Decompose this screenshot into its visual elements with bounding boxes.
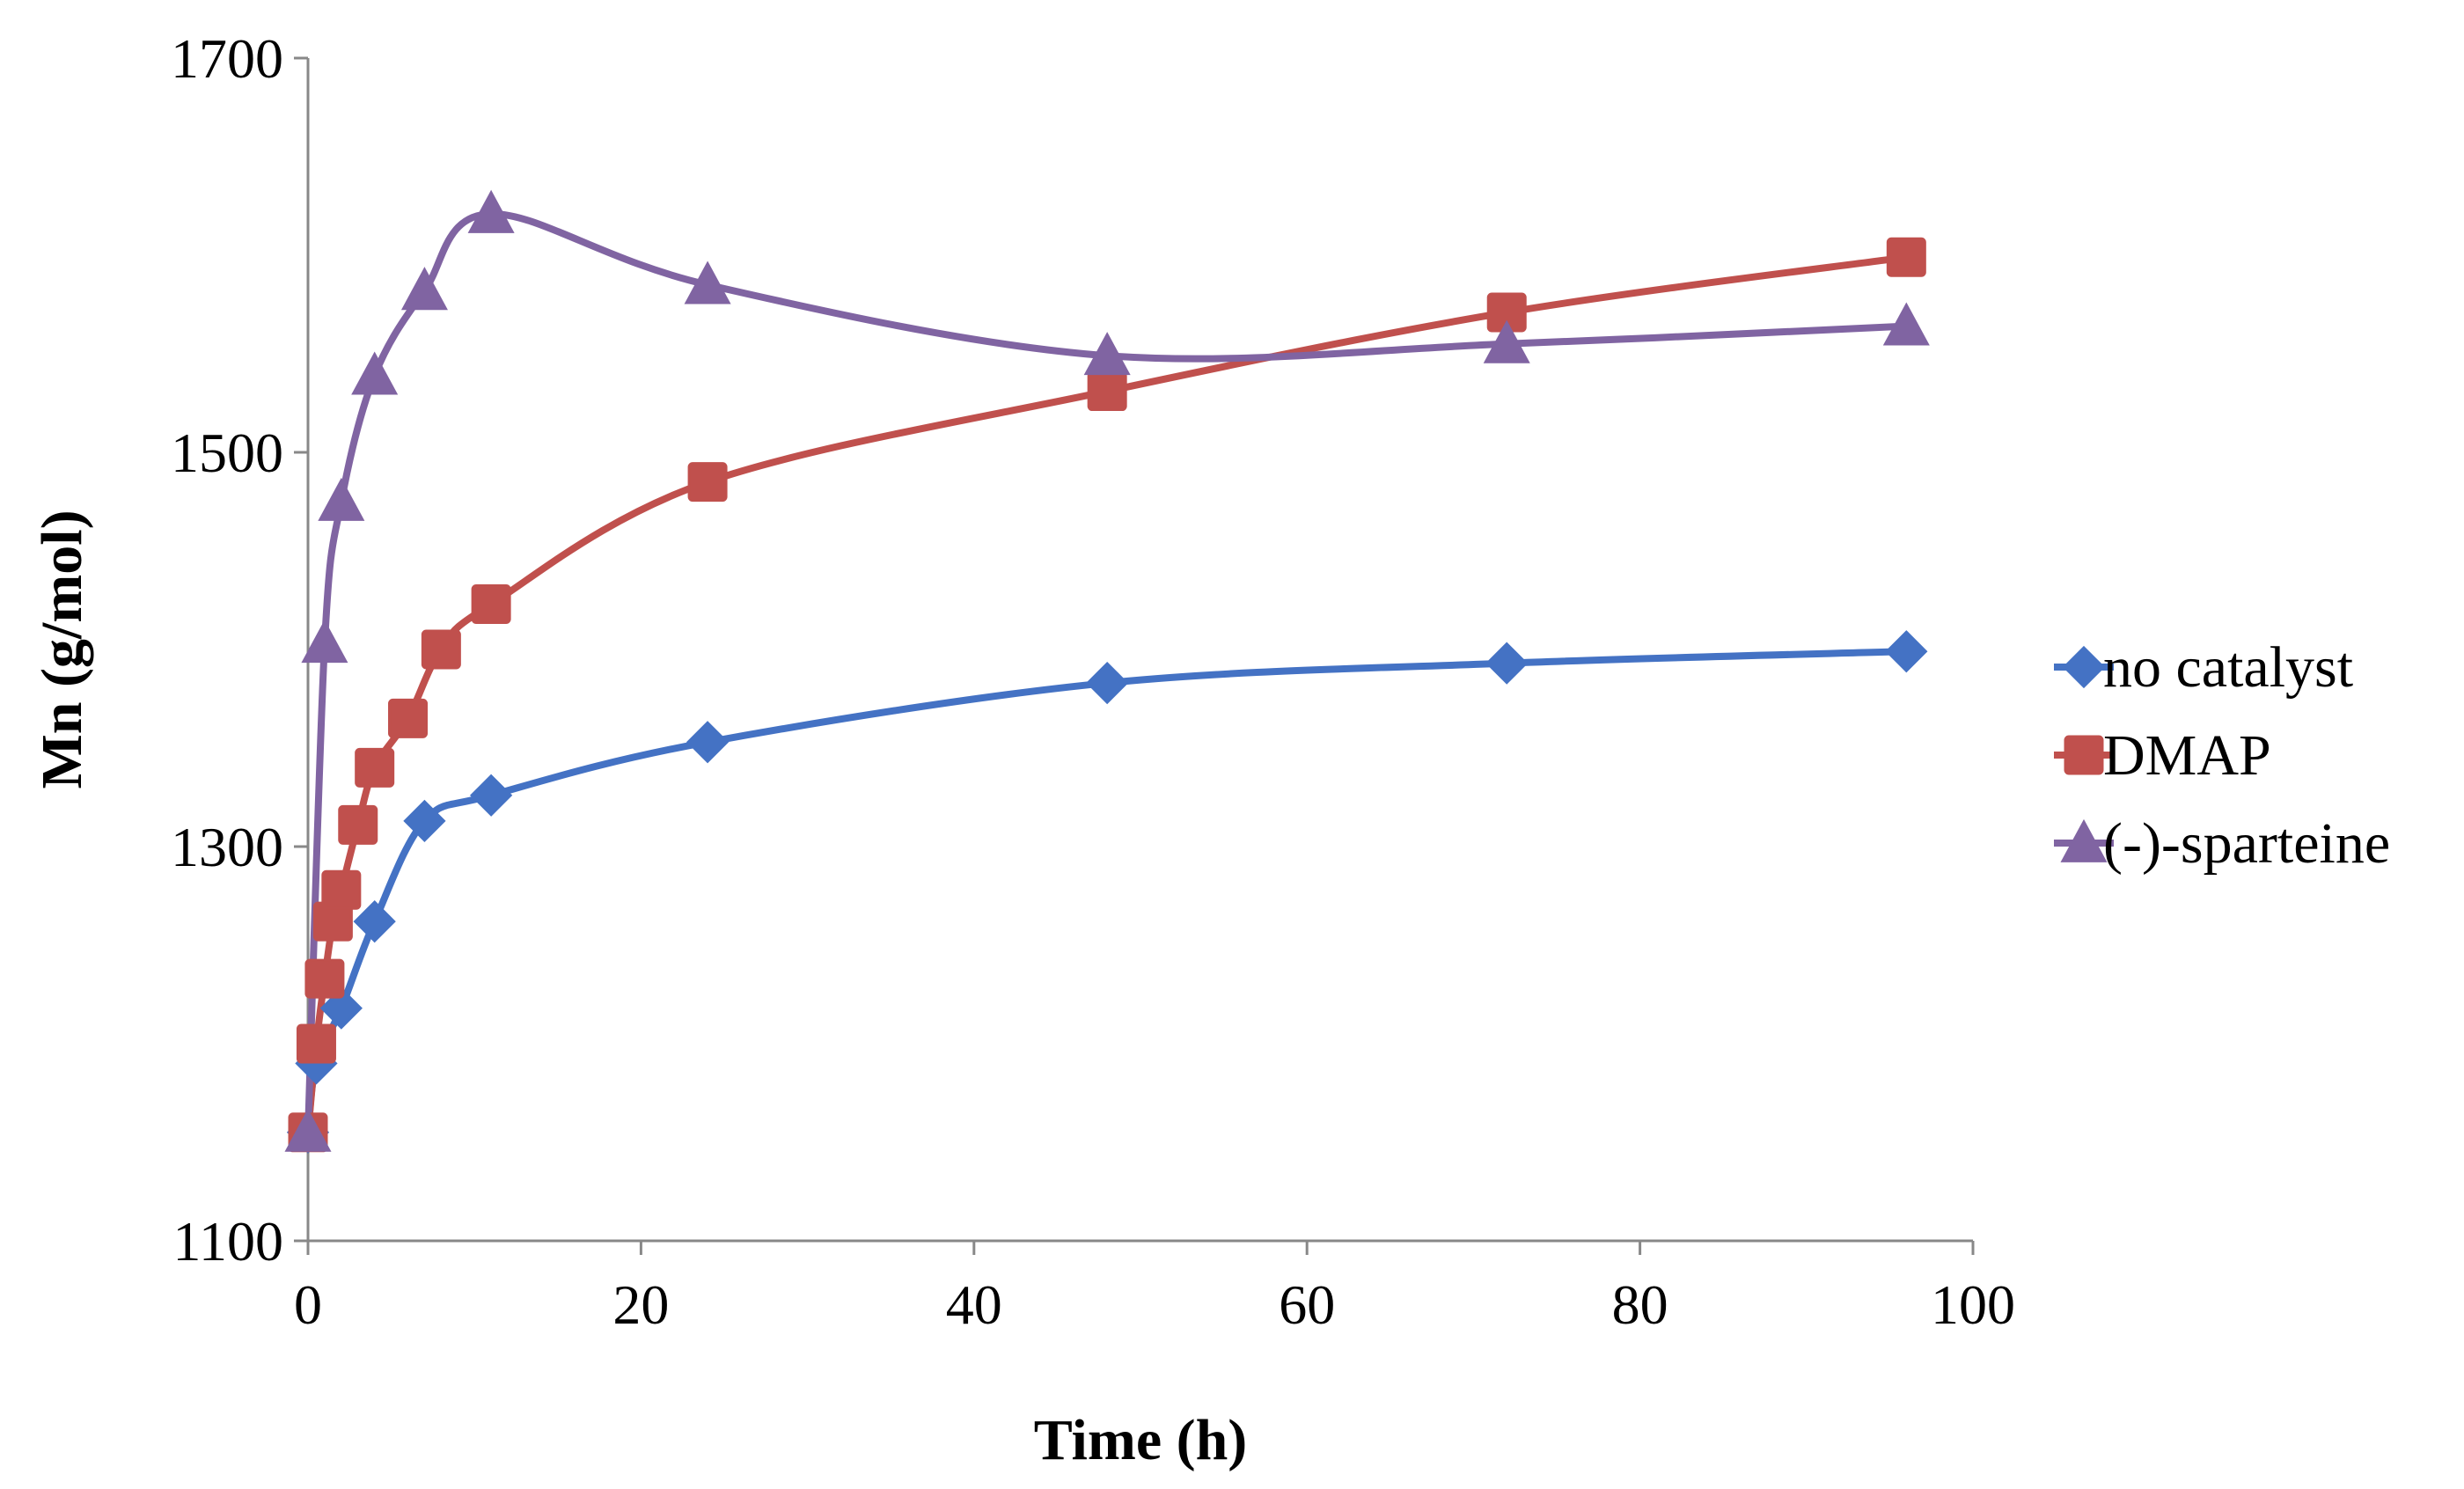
data-point-triangle: [684, 260, 731, 304]
data-point-triangle: [467, 189, 515, 233]
data-point-diamond: [353, 899, 396, 943]
data-point-diamond: [1485, 642, 1529, 685]
data-point-square: [338, 804, 378, 845]
series-line-diamond: [304, 648, 1910, 1136]
data-point-diamond: [1086, 661, 1129, 705]
legend-label: DMAP: [2103, 723, 2271, 788]
data-point-triangle: [1483, 319, 1530, 363]
data-point-triangle: [301, 620, 348, 664]
legend-label: no catalyst: [2103, 635, 2353, 700]
legend-marker: [2060, 818, 2108, 862]
series-line-triangle: [304, 209, 1910, 1136]
x-tick-label: 80: [1612, 1273, 1668, 1336]
legend-marker: [2062, 645, 2106, 689]
data-point-square: [687, 462, 728, 502]
x-tick-label: 60: [1279, 1273, 1335, 1336]
x-tick-label: 100: [1931, 1273, 2015, 1336]
series-markers: [284, 189, 1930, 1154]
axes: 1100 1300 1500 1700 0 20 40 60 80 100: [171, 27, 2015, 1336]
legend-label: (-)-sparteine: [2103, 811, 2390, 876]
data-point-triangle: [1882, 302, 1930, 346]
data-point-triangle: [400, 267, 448, 311]
data-point-diamond: [686, 721, 730, 764]
data-point-diamond: [319, 987, 363, 1030]
y-tick-label: 1700: [171, 27, 283, 90]
data-point-square: [471, 583, 511, 624]
legend: no catalyst DMAP (-)-sparteine: [2054, 635, 2390, 876]
data-point-square: [321, 869, 362, 910]
data-point-diamond: [469, 774, 513, 817]
data-point-square: [1087, 371, 1127, 412]
data-point-triangle: [284, 1108, 332, 1152]
legend-marker: [2064, 735, 2104, 775]
data-point-triangle: [1083, 332, 1131, 376]
x-tick-label: 0: [294, 1273, 322, 1336]
x-tick-label: 20: [612, 1273, 669, 1336]
data-point-square: [304, 958, 345, 999]
data-point-square: [296, 1023, 336, 1064]
y-tick-label: 1500: [171, 422, 283, 484]
data-point-square: [421, 629, 461, 670]
data-point-square: [355, 747, 395, 788]
data-point-diamond: [403, 799, 446, 843]
data-point-square: [388, 698, 429, 738]
x-axis-title: Time (h): [1034, 1408, 1248, 1472]
data-point-triangle: [351, 351, 399, 395]
data-point-square: [1886, 237, 1926, 277]
data-point-diamond: [1885, 630, 1928, 673]
y-tick-label: 1300: [171, 816, 283, 878]
y-tick-label: 1100: [172, 1210, 283, 1273]
data-point-triangle: [318, 477, 365, 521]
y-axis-title: Mn (g/mol): [30, 510, 94, 789]
x-tick-label: 40: [946, 1273, 1002, 1336]
